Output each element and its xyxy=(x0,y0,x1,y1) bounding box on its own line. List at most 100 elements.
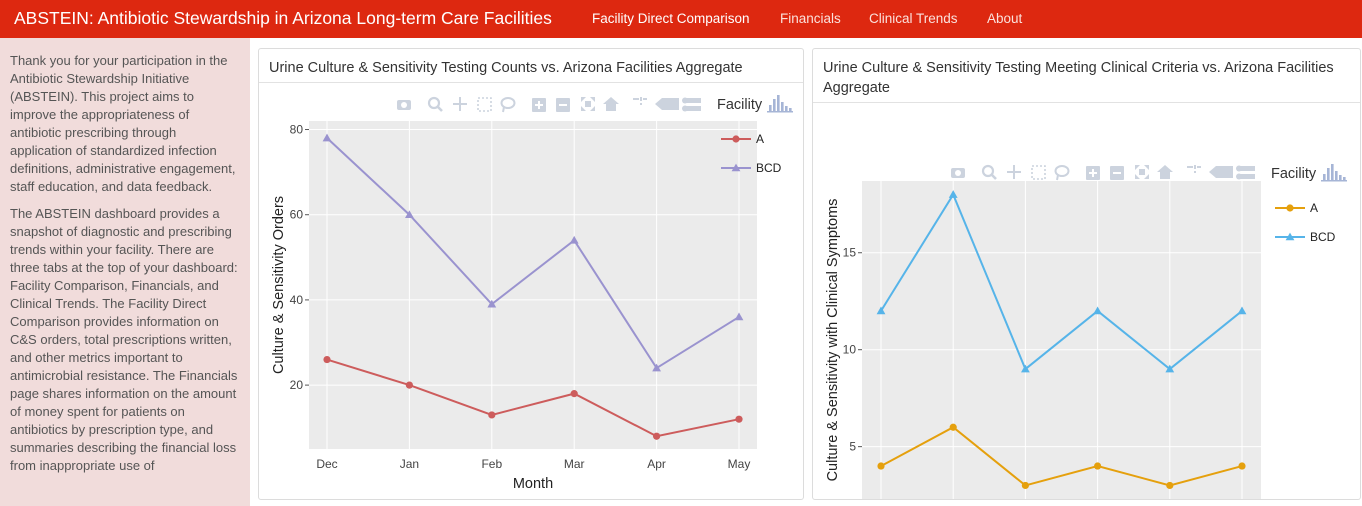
plot-area xyxy=(309,121,757,449)
data-point-bcd xyxy=(876,306,886,315)
zoom-out-icon[interactable] xyxy=(556,98,570,112)
series-line-bcd xyxy=(326,137,740,370)
tab-clinical-trends[interactable]: Clinical Trends xyxy=(869,11,958,26)
x-tick-label: Dec xyxy=(316,457,337,471)
tab-financials[interactable]: Financials xyxy=(780,11,841,26)
y-tick-label: 20 xyxy=(290,378,304,392)
data-point-bcd xyxy=(652,363,661,372)
hover-closest-icon[interactable] xyxy=(1209,166,1233,178)
data-point-a xyxy=(1021,481,1029,490)
hover-compare-icon[interactable] xyxy=(682,97,701,112)
data-point-bcd xyxy=(1021,364,1030,373)
legend-item-bcd[interactable]: BCD xyxy=(1275,230,1336,244)
lasso-icon[interactable] xyxy=(500,97,516,113)
legend-title: Facility xyxy=(1271,166,1317,182)
x-tick-label: Apr xyxy=(647,457,666,471)
modebar xyxy=(397,96,701,113)
y-axis-title: Culture & Sensitivity with Clinical Symp… xyxy=(825,199,841,482)
navbar: ABSTEIN: Antibiotic Stewardship in Arizo… xyxy=(0,0,1362,38)
series-line-a xyxy=(880,426,1243,487)
pan-icon[interactable] xyxy=(453,97,467,111)
legend-marker xyxy=(731,163,741,172)
legend-title: Facility xyxy=(717,97,763,113)
hover-closest-icon[interactable] xyxy=(655,98,679,110)
data-point-a xyxy=(949,423,957,431)
data-point-bcd xyxy=(1093,306,1102,315)
spike-lines-icon[interactable] xyxy=(633,97,647,105)
data-point-a xyxy=(570,390,578,398)
app-title[interactable]: ABSTEIN: Antibiotic Stewardship in Arizo… xyxy=(14,8,552,28)
tab-facility-direct-comparison[interactable]: Facility Direct Comparison xyxy=(592,11,750,26)
plotly-logo-icon[interactable] xyxy=(1321,164,1347,182)
box-select-icon[interactable] xyxy=(1031,165,1046,180)
autoscale-icon[interactable] xyxy=(581,97,595,111)
sidebar: Thank you for your participation in the … xyxy=(0,38,250,506)
plotly-logo-icon[interactable] xyxy=(767,95,793,113)
modebar xyxy=(951,164,1255,181)
y-tick-label: 15 xyxy=(843,246,857,260)
data-point-a xyxy=(1094,462,1102,470)
zoom-icon[interactable] xyxy=(427,96,443,112)
y-tick-label: 5 xyxy=(849,440,856,454)
chart-counts: Dec Jan Feb Mar Apr May 20 40 60 80 Month Culture &… xyxy=(271,95,793,492)
zoom-in-icon[interactable] xyxy=(1086,166,1100,180)
x-tick-label: Mar xyxy=(564,457,585,471)
zoom-in-icon[interactable] xyxy=(532,98,546,112)
y-tick-label: 60 xyxy=(290,208,304,222)
data-point-a xyxy=(1166,481,1174,490)
hover-compare-icon[interactable] xyxy=(1236,165,1255,180)
data-point-bcd xyxy=(948,190,958,198)
data-point-bcd xyxy=(569,235,579,244)
data-point-a xyxy=(488,411,496,419)
data-point-bcd xyxy=(734,312,744,321)
camera-icon[interactable] xyxy=(951,168,965,178)
chart-clinical-criteria: DecJanFebMarAprMay51015MonthCulture & Se… xyxy=(825,164,1347,499)
zoom-icon[interactable] xyxy=(981,164,997,180)
data-point-a xyxy=(405,381,413,389)
spike-lines-icon[interactable] xyxy=(1187,165,1201,173)
intro-paragraph: Thank you for your participation in the … xyxy=(10,53,236,194)
data-point-a xyxy=(323,355,331,364)
reset-axes-icon[interactable] xyxy=(1157,165,1173,179)
data-point-bcd xyxy=(1165,364,1175,373)
pan-icon[interactable] xyxy=(1007,165,1021,179)
camera-icon[interactable] xyxy=(397,100,411,110)
tab-about[interactable]: About xyxy=(987,11,1023,26)
legend-item-a[interactable]: A xyxy=(721,132,764,146)
autoscale-icon[interactable] xyxy=(1135,165,1149,179)
legend-marker xyxy=(1285,232,1295,241)
zoom-out-icon[interactable] xyxy=(1110,166,1124,180)
lasso-icon[interactable] xyxy=(1054,165,1070,181)
data-point-bcd xyxy=(405,210,414,219)
chart-panel-counts: Urine Culture & Sensitivity Testing Coun… xyxy=(258,48,804,500)
legend-label: A xyxy=(756,132,764,146)
x-axis-title: Month xyxy=(513,476,553,492)
chart-panel-clinical-criteria: Urine Culture & Sensitivity Testing Meet… xyxy=(812,48,1361,500)
box-select-icon[interactable] xyxy=(477,97,492,112)
y-axis-title: Culture & Sensitivity Orders xyxy=(271,196,287,374)
reset-axes-icon[interactable] xyxy=(603,97,619,111)
data-point-bcd xyxy=(322,133,332,142)
series-line-bcd xyxy=(880,192,1243,371)
legend-item-a[interactable]: A xyxy=(1275,201,1318,215)
y-tick-label: 80 xyxy=(290,123,304,137)
data-point-a xyxy=(877,462,885,470)
series-line-a xyxy=(326,358,740,438)
legend-label: BCD xyxy=(1310,230,1336,244)
x-tick-label: Jan xyxy=(400,457,419,471)
chart-title-clinical-criteria: Urine Culture & Sensitivity Testing Meet… xyxy=(813,49,1360,103)
data-point-a xyxy=(735,415,743,423)
x-tick-label: May xyxy=(728,457,751,471)
x-tick-label: Feb xyxy=(481,457,502,471)
data-point-a xyxy=(653,432,661,440)
data-point-bcd xyxy=(487,299,497,308)
y-tick-label: 40 xyxy=(290,293,304,307)
chart-title-counts: Urine Culture & Sensitivity Testing Coun… xyxy=(259,49,803,83)
legend-item-bcd[interactable]: BCD xyxy=(721,161,782,175)
data-point-a xyxy=(1238,462,1246,470)
dashboard-description-paragraph: The ABSTEIN dashboard provides a snapsho… xyxy=(10,206,238,473)
legend-marker xyxy=(1286,204,1294,212)
legend-label: BCD xyxy=(756,161,782,175)
legend-label: A xyxy=(1310,201,1318,215)
y-tick-label: 10 xyxy=(843,343,857,357)
